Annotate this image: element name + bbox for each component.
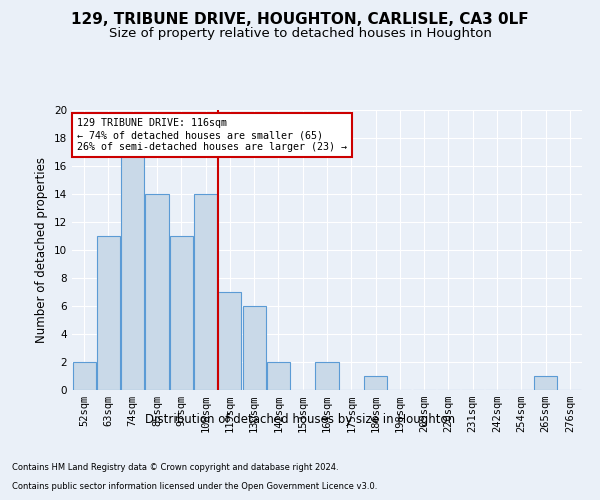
Text: Contains public sector information licensed under the Open Government Licence v3: Contains public sector information licen… — [12, 482, 377, 491]
Bar — [97, 236, 120, 390]
Text: Distribution of detached houses by size in Houghton: Distribution of detached houses by size … — [145, 412, 455, 426]
Bar — [145, 194, 169, 390]
Bar — [534, 376, 557, 390]
Bar — [73, 362, 95, 390]
Text: 129, TRIBUNE DRIVE, HOUGHTON, CARLISLE, CA3 0LF: 129, TRIBUNE DRIVE, HOUGHTON, CARLISLE, … — [71, 12, 529, 28]
Bar — [267, 362, 290, 390]
Y-axis label: Number of detached properties: Number of detached properties — [35, 157, 49, 343]
Bar — [194, 194, 217, 390]
Bar — [218, 292, 241, 390]
Bar — [364, 376, 387, 390]
Text: Size of property relative to detached houses in Houghton: Size of property relative to detached ho… — [109, 28, 491, 40]
Bar — [121, 152, 144, 390]
Bar — [316, 362, 338, 390]
Text: 129 TRIBUNE DRIVE: 116sqm
← 74% of detached houses are smaller (65)
26% of semi-: 129 TRIBUNE DRIVE: 116sqm ← 74% of detac… — [77, 118, 347, 152]
Text: Contains HM Land Registry data © Crown copyright and database right 2024.: Contains HM Land Registry data © Crown c… — [12, 464, 338, 472]
Bar — [242, 306, 266, 390]
Bar — [170, 236, 193, 390]
